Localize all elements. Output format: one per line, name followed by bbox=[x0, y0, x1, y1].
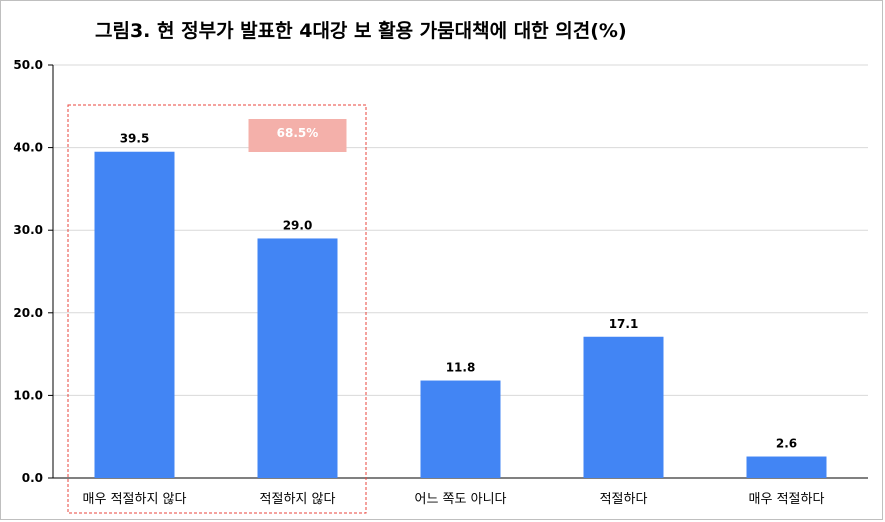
y-tick-label: 30.0 bbox=[13, 223, 43, 237]
category-label: 어느 쪽도 아니다 bbox=[415, 492, 507, 507]
bar bbox=[583, 336, 664, 478]
group-total-callout bbox=[248, 119, 347, 152]
data-label: 29.0 bbox=[283, 218, 313, 232]
category-label: 매우 적절하지 않다 bbox=[83, 492, 187, 507]
data-label: 39.5 bbox=[120, 132, 150, 146]
bar bbox=[94, 151, 175, 479]
chart-title: 그림3. 현 정부가 발표한 4대강 보 활용 가뭄대책에 대한 의견(%) bbox=[95, 20, 627, 42]
group-total-label: 68.5% bbox=[277, 126, 319, 140]
category-label: 매우 적절하다 bbox=[749, 492, 825, 507]
y-tick-label: 50.0 bbox=[13, 58, 43, 72]
y-tick-label: 40.0 bbox=[13, 141, 43, 155]
y-tick-label: 10.0 bbox=[13, 388, 43, 402]
data-label: 17.1 bbox=[609, 317, 639, 331]
y-tick-label: 20.0 bbox=[13, 306, 43, 320]
category-label: 적절하다 bbox=[600, 492, 648, 507]
data-label: 11.8 bbox=[446, 361, 476, 375]
bar bbox=[420, 380, 501, 478]
group-highlight-box bbox=[67, 104, 367, 514]
bar bbox=[257, 238, 338, 478]
bar bbox=[746, 456, 827, 478]
data-label: 2.6 bbox=[776, 437, 797, 451]
y-tick-label: 0.0 bbox=[22, 471, 43, 485]
category-label: 적절하지 않다 bbox=[260, 492, 336, 507]
